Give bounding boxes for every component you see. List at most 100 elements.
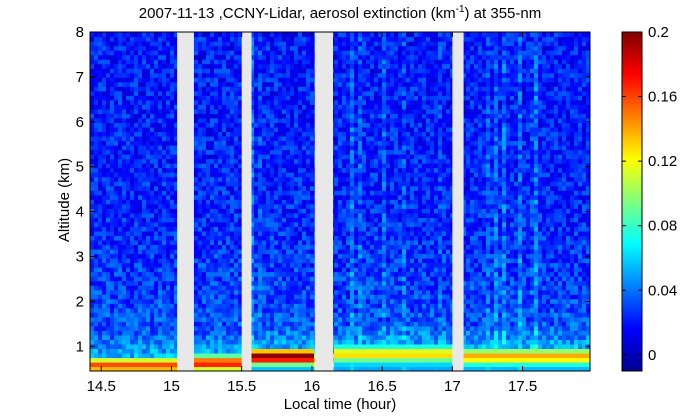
heatmap-cell <box>198 135 203 142</box>
heatmap-cell <box>106 244 111 250</box>
heatmap-cell <box>154 59 159 65</box>
heatmap-cell <box>350 343 355 349</box>
heatmap-cell <box>350 140 355 146</box>
heatmap-cell <box>166 271 171 277</box>
heatmap-cell <box>266 154 271 160</box>
heatmap-cell <box>254 68 259 74</box>
heatmap-cell <box>146 208 151 214</box>
heatmap-cell <box>342 352 347 359</box>
heatmap-cell <box>218 90 223 96</box>
heatmap-cell <box>90 149 95 155</box>
heatmap-cell <box>202 59 207 65</box>
heatmap-cell <box>202 258 207 264</box>
heatmap-cell <box>234 181 239 187</box>
heatmap-cell <box>126 77 131 83</box>
heatmap-cell <box>338 113 343 119</box>
heatmap-cell <box>206 154 211 160</box>
heatmap-cell <box>278 50 283 56</box>
heatmap-cell <box>118 154 123 160</box>
heatmap-cell <box>302 230 307 236</box>
heatmap-cell <box>222 194 227 200</box>
heatmap-cell <box>250 108 255 114</box>
heatmap-cell <box>354 185 359 191</box>
heatmap-cell <box>102 361 107 368</box>
heatmap-cell <box>150 199 155 205</box>
heatmap-cell <box>230 352 235 359</box>
heatmap-cell <box>98 185 103 191</box>
heatmap-cell <box>338 271 343 277</box>
heatmap-cell <box>134 154 139 160</box>
heatmap-cell <box>154 312 159 318</box>
heatmap-cell <box>134 45 139 51</box>
heatmap-cell <box>354 366 359 371</box>
heatmap-cell <box>338 32 343 38</box>
heatmap-cell <box>202 45 207 51</box>
heatmap-cell <box>250 81 255 87</box>
heatmap-cell <box>222 158 227 164</box>
heatmap-cell <box>162 361 167 368</box>
heatmap-cell <box>206 145 211 151</box>
heatmap-cell <box>210 54 215 60</box>
heatmap-cell <box>234 36 239 42</box>
heatmap-cell <box>230 253 235 259</box>
heatmap-cell <box>270 194 275 200</box>
heatmap-cell <box>90 167 95 173</box>
heatmap-cell <box>286 239 291 246</box>
heatmap-cell <box>110 217 115 223</box>
heatmap-cell <box>106 95 111 101</box>
heatmap-cell <box>222 271 227 277</box>
heatmap-cell <box>274 244 279 250</box>
heatmap-cell <box>218 45 223 51</box>
heatmap-cell <box>194 72 199 78</box>
heatmap-cell <box>226 343 231 349</box>
heatmap-cell <box>162 303 167 309</box>
heatmap-cell <box>154 199 159 205</box>
heatmap-cell <box>206 167 211 173</box>
heatmap-cell <box>202 86 207 92</box>
heatmap-cell <box>342 325 347 331</box>
heatmap-cell <box>342 235 347 241</box>
heatmap-cell <box>294 285 299 291</box>
heatmap-cell <box>278 104 283 110</box>
heatmap-cell <box>166 158 171 164</box>
heatmap-cell <box>130 145 135 151</box>
heatmap-cell <box>174 41 179 47</box>
heatmap-cell <box>162 126 167 133</box>
heatmap-cell <box>90 145 95 151</box>
heatmap-cell <box>126 262 131 268</box>
heatmap-cell <box>122 208 127 214</box>
heatmap-cell <box>238 108 243 114</box>
heatmap-cell <box>278 167 283 173</box>
heatmap-cell <box>154 253 159 259</box>
heatmap-cell <box>134 285 139 291</box>
heatmap-cell <box>110 244 115 250</box>
heatmap-cell <box>334 126 339 133</box>
heatmap-cell <box>94 294 99 300</box>
heatmap-cell <box>262 163 267 169</box>
heatmap-cell <box>170 122 175 128</box>
heatmap-cell <box>218 181 223 187</box>
heatmap-cell <box>282 325 287 331</box>
heatmap-cell <box>158 307 163 313</box>
heatmap-cell <box>206 221 211 227</box>
heatmap-cell <box>262 95 267 101</box>
heatmap-cell <box>342 158 347 164</box>
heatmap-cell <box>262 126 267 133</box>
heatmap-cell <box>342 226 347 232</box>
heatmap-cell <box>278 163 283 169</box>
heatmap-cell <box>90 86 95 92</box>
heatmap-cell <box>118 294 123 300</box>
heatmap-cell <box>266 68 271 74</box>
heatmap-cell <box>198 176 203 182</box>
heatmap-cell <box>258 54 263 60</box>
heatmap-cell <box>110 81 115 87</box>
heatmap-cell <box>350 63 355 69</box>
heatmap-cell <box>222 104 227 110</box>
heatmap-cell <box>90 221 95 227</box>
heatmap-cell <box>238 72 243 78</box>
heatmap-cell <box>150 194 155 200</box>
heatmap-cell <box>110 135 115 142</box>
heatmap-cell <box>254 181 259 187</box>
heatmap-cell <box>110 145 115 151</box>
heatmap-cell <box>346 190 351 196</box>
